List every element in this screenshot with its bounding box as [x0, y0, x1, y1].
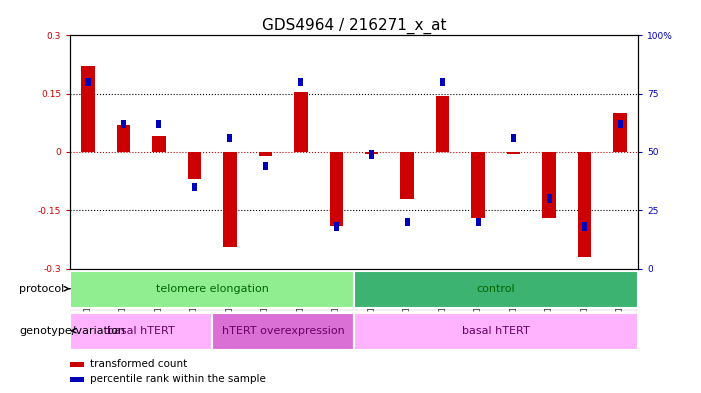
- Bar: [507, 152, 520, 154]
- Bar: [400, 152, 414, 198]
- Bar: [227, 134, 233, 142]
- Bar: [70, 271, 354, 309]
- Title: GDS4964 / 216271_x_at: GDS4964 / 216271_x_at: [261, 18, 447, 34]
- Bar: [329, 152, 343, 226]
- Bar: [354, 312, 638, 351]
- Text: genotype/variation: genotype/variation: [19, 326, 125, 336]
- Bar: [354, 268, 390, 310]
- Text: telomere elongation: telomere elongation: [156, 284, 268, 294]
- Bar: [436, 95, 449, 152]
- Bar: [618, 120, 622, 128]
- Bar: [298, 78, 304, 86]
- Bar: [121, 120, 126, 128]
- Bar: [602, 268, 638, 310]
- Bar: [294, 92, 308, 152]
- Bar: [283, 268, 318, 310]
- Bar: [263, 162, 268, 170]
- Bar: [106, 268, 141, 310]
- Bar: [141, 268, 177, 310]
- Bar: [440, 78, 445, 86]
- Text: protocol: protocol: [19, 284, 70, 294]
- Text: percentile rank within the sample: percentile rank within the sample: [90, 374, 266, 384]
- Bar: [582, 222, 587, 231]
- Bar: [404, 218, 410, 226]
- Bar: [334, 222, 339, 231]
- Bar: [70, 312, 212, 351]
- Bar: [318, 268, 354, 310]
- Bar: [223, 152, 236, 247]
- Bar: [70, 362, 84, 367]
- Text: basal hTERT: basal hTERT: [107, 326, 175, 336]
- Text: basal hTERT: basal hTERT: [462, 326, 530, 336]
- Bar: [188, 152, 201, 179]
- Bar: [475, 218, 481, 226]
- Bar: [156, 120, 161, 128]
- Bar: [177, 268, 212, 310]
- Bar: [567, 268, 602, 310]
- Bar: [547, 194, 552, 203]
- Bar: [511, 134, 517, 142]
- Bar: [472, 152, 485, 218]
- Bar: [354, 271, 638, 309]
- Bar: [247, 268, 283, 310]
- Text: transformed count: transformed count: [90, 359, 187, 369]
- Bar: [543, 152, 556, 218]
- Bar: [152, 136, 165, 152]
- Bar: [365, 152, 379, 154]
- Bar: [191, 183, 197, 191]
- Bar: [212, 312, 354, 351]
- Text: control: control: [477, 284, 515, 294]
- Bar: [613, 113, 627, 152]
- Bar: [116, 125, 130, 152]
- Bar: [81, 66, 95, 152]
- Bar: [86, 78, 90, 86]
- Bar: [390, 268, 425, 310]
- Text: hTERT overexpression: hTERT overexpression: [222, 326, 344, 336]
- Bar: [212, 268, 247, 310]
- Bar: [578, 152, 592, 257]
- Bar: [70, 268, 106, 310]
- Bar: [425, 268, 461, 310]
- Bar: [259, 152, 272, 156]
- Bar: [369, 150, 374, 158]
- Bar: [461, 268, 496, 310]
- Bar: [531, 268, 567, 310]
- Bar: [70, 377, 84, 382]
- Bar: [496, 268, 531, 310]
